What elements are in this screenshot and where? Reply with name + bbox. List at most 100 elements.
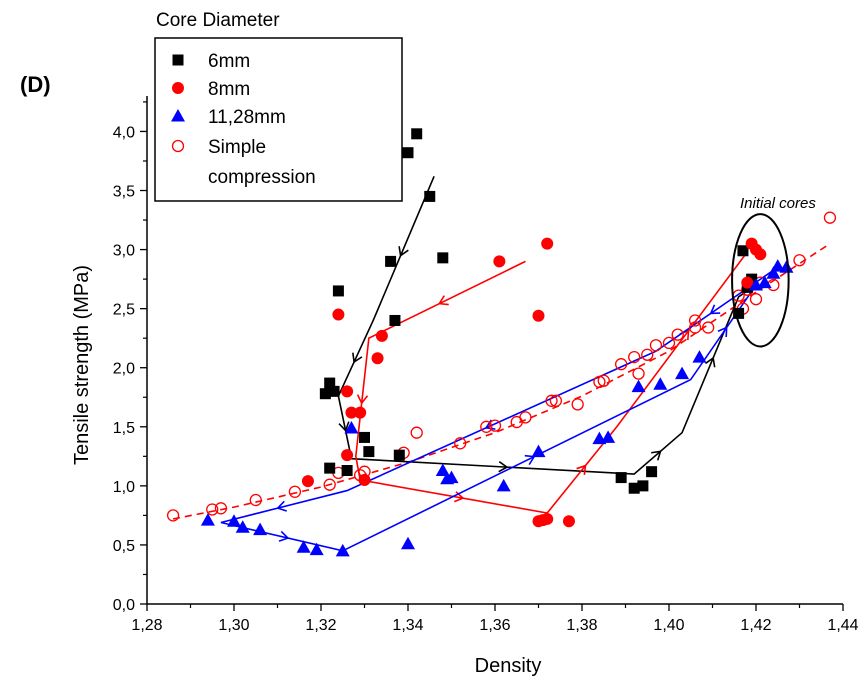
path-arrow [276,500,287,512]
y-tick-label: 3,0 [113,243,135,260]
x-tick-label: 1,40 [653,617,684,634]
data-point [631,379,646,393]
legend: Core Diameter 6mm 8mm 11,28mm Simple compres… [154,10,403,202]
data-point [253,522,268,536]
data-point [166,509,180,522]
data-point [440,471,455,485]
path-line [354,251,748,514]
data-point [646,466,658,478]
data-point [389,314,401,326]
data-point [393,449,405,461]
data-point [519,411,532,424]
data-point [493,255,506,268]
data-point [480,420,493,433]
path-arrow [338,421,350,432]
data-point [597,374,610,387]
path-arrow [437,295,449,306]
data-point [571,398,584,411]
data-point [206,503,219,516]
data-point [371,352,384,365]
data-point [411,128,423,140]
path-arrow [709,304,721,315]
data-point [637,480,649,492]
initial-cores-annotation: Initial cores [740,195,816,212]
data-markers [166,128,837,557]
data-point [562,515,575,528]
legend-marker [171,139,185,153]
path-arrow [704,356,716,368]
path-arrow [278,530,290,542]
path-arrow [356,394,369,405]
data-point [301,475,314,488]
data-point [319,388,331,400]
data-point [488,419,502,432]
data-point [545,394,558,407]
data-point [341,385,354,398]
legend-label: compression [208,167,316,188]
x-tick-label: 1,36 [479,617,510,634]
data-point [375,329,388,342]
data-point [402,147,414,159]
data-point [733,307,745,319]
legend-marker [172,54,184,66]
path-arrow [717,326,728,338]
data-point [323,478,336,491]
data-point [628,482,640,494]
data-point [332,308,345,321]
y-tick-label: 4,0 [113,124,135,141]
data-point [296,540,311,553]
path-arrow [651,450,662,461]
data-point [309,542,324,556]
data-point [641,348,654,361]
panel-label: (D) [20,72,51,97]
data-point [354,406,367,419]
data-point [632,367,645,380]
data-point [675,366,690,380]
y-tick-label: 2,0 [113,361,135,378]
data-point [649,339,663,352]
y-tick-label: 1,5 [113,420,135,437]
data-point [779,260,794,273]
data-point [615,358,628,371]
data-point [410,426,423,439]
path-arrow [398,246,409,257]
data-point [823,211,837,224]
legend-label: 11,28mm [208,107,286,128]
data-point [328,385,340,397]
data-point [688,321,702,334]
initial-cores-ellipse [731,213,790,348]
data-point [766,266,781,279]
data-point [702,321,715,334]
legend-marker [172,82,184,94]
data-point [741,276,754,289]
legend-marker [171,109,185,122]
data-point [793,254,806,267]
x-tick-label: 1,42 [740,617,771,634]
x-tick-label: 1,44 [827,617,858,634]
data-point [549,394,563,407]
data-point [335,543,350,557]
legend-label: 6mm [208,51,250,72]
data-point [385,255,397,267]
path-lines [220,176,779,552]
legend-title: Core Diameter [156,10,280,31]
axes: 1,28 1,30 1,32 1,34 1,36 1,38 1,40 1,42 1,44 0,0 0… [113,96,859,634]
y-tick-label: 0,0 [113,597,135,614]
y-tick-label: 2,5 [113,302,135,319]
x-tick-label: 1,38 [566,617,597,634]
y-tick-label: 0,5 [113,538,135,555]
path-arrow [498,461,509,473]
data-point [628,350,641,364]
data-point [615,472,627,484]
data-point [359,431,370,443]
data-point [496,478,511,492]
x-tick-label: 1,34 [392,617,423,634]
data-point [662,336,676,350]
x-tick-label: 1,28 [131,617,162,634]
data-point [324,462,336,474]
data-point [671,328,684,341]
data-point [757,275,772,289]
data-point [653,377,668,390]
data-point [424,190,436,202]
data-point [345,406,358,419]
